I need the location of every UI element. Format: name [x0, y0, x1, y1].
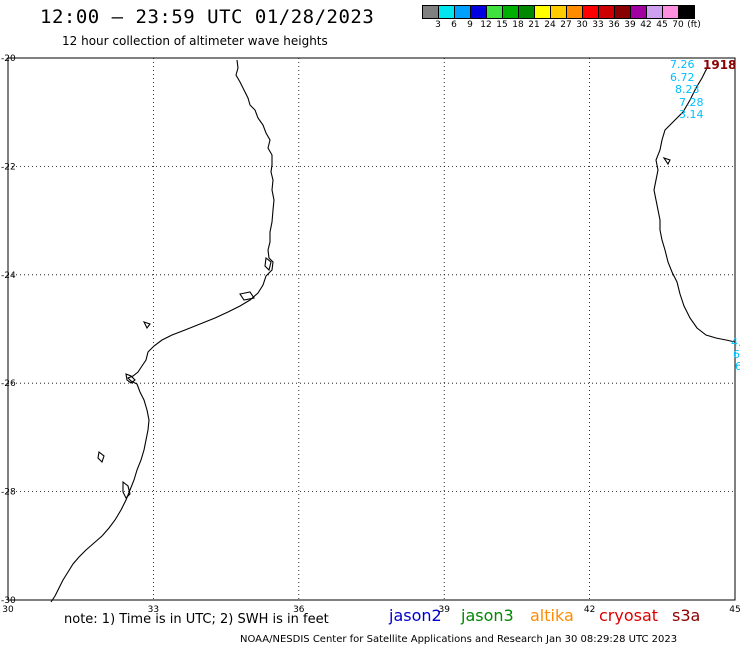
lon-tick-label: 30: [2, 605, 14, 615]
coastline-madagascar: [653, 67, 736, 343]
edge-value-label: 4.: [731, 336, 740, 349]
legend-label: 24: [544, 20, 556, 30]
lat-tick-label: -22: [1, 162, 16, 172]
coastline-bazaruto-island: [264, 256, 272, 272]
coastline-madagascar-islet: [662, 156, 671, 166]
track-value-label: 6.72: [670, 71, 695, 84]
lat-lon-grid: [7, 57, 736, 601]
map-frame: [7, 57, 736, 601]
legend-labels: 3 6 9 12 15 18 21 24 27 30 33 36 39 42 45 70 (ft): [422, 19, 701, 33]
lat-tick-label: -30: [1, 596, 16, 606]
edge-track-labels: 4.6.6: [731, 336, 740, 373]
footer-note: note: 1) Time is in UTC; 2) SWH is in fe…: [64, 612, 329, 627]
track-value-label: 7.28: [679, 96, 704, 109]
legend-label: 12: [480, 20, 492, 30]
satellite-label-s3a: s3a: [672, 606, 701, 625]
legend-label: 9: [467, 20, 473, 30]
satellite-label-cryosat: cryosat: [599, 606, 659, 625]
edge-value-label: 6.: [733, 348, 740, 361]
map-title: 12:00 – 23:59 UTC 01/28/2023: [40, 6, 375, 28]
lat-tick-label: -28: [1, 488, 16, 498]
satellite-label-altika: altika: [530, 606, 574, 625]
coastline-small-islet: [142, 321, 151, 330]
coastline-small-lagoon: [97, 450, 105, 464]
legend-label: 15: [496, 20, 508, 30]
coastline-madagascar-west: [653, 67, 736, 343]
track-value-label: 3.14: [679, 108, 704, 121]
axis-ticks: 30 33 36 39 42 45 -20 -22 -24 -26 -28 -30: [1, 54, 740, 615]
lon-tick-label: 42: [584, 605, 595, 615]
satellite-label-jason2: jason2: [389, 606, 442, 625]
legend-label: 33: [592, 20, 604, 30]
legend-label: 70: [672, 20, 684, 30]
track-value-label: 7.26: [670, 58, 695, 71]
legend-label: 27: [560, 20, 572, 30]
lon-tick-label: 33: [148, 605, 159, 615]
lat-tick-label: -20: [1, 54, 16, 64]
track-value-label: 8.23: [675, 83, 700, 96]
edge-value-label: 6: [735, 360, 740, 373]
legend-label: 45: [656, 20, 668, 30]
legend-swatch: [678, 5, 695, 19]
legend-label: 3: [435, 20, 441, 30]
lon-tick-label: 36: [293, 605, 305, 615]
satellite-label-jason3: jason3: [461, 606, 514, 625]
coastline-africa: [50, 59, 275, 603]
coastline-inland-lake: [239, 291, 255, 301]
legend-label: 6: [451, 20, 457, 30]
coastline-mozambique: [50, 59, 275, 603]
legend-label: 36: [608, 20, 620, 30]
legend-label: 39: [624, 20, 636, 30]
footer-credit: NOAA/NESDIS Center for Satellite Applica…: [240, 634, 678, 645]
lon-tick-label: 39: [438, 605, 450, 615]
lon-tick-label: 45: [729, 605, 740, 615]
legend-label: 18: [512, 20, 524, 30]
legend-label: 42: [640, 20, 652, 30]
lat-tick-label: -26: [1, 379, 16, 389]
red-track-value: 1918: [703, 58, 736, 72]
color-legend: 3 6 9 12 15 18 21 24 27 30 33 36 39 42 45 70 (ft): [422, 5, 701, 33]
map-subtitle: 12 hour collection of altimeter wave hei…: [62, 34, 328, 48]
coastline-lake-st-lucia: [122, 480, 131, 499]
coastline-inhaca-island: [125, 373, 136, 384]
legend-label: 21: [528, 20, 540, 30]
legend-label: 30: [576, 20, 588, 30]
lat-tick-label: -24: [1, 271, 16, 281]
legend-label: (ft): [687, 20, 701, 30]
altimeter-track-labels: 7.266.728.237.283.14: [670, 58, 704, 121]
legend-swatches: [422, 5, 695, 19]
